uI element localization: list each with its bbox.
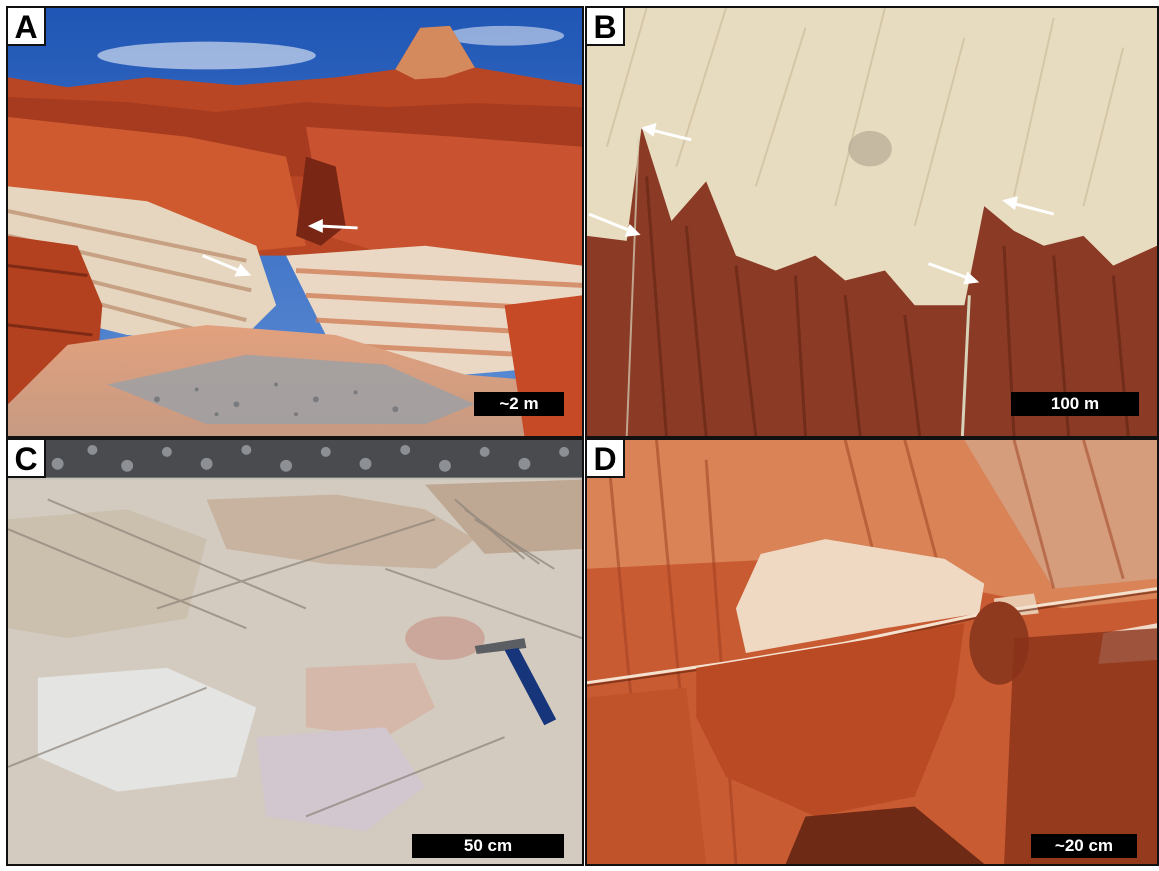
panel-label: D: [587, 440, 625, 478]
outcrop-photo-d: [587, 440, 1157, 864]
white-arrow-icon: [307, 219, 358, 233]
photo-panel-a: A ~2 m: [6, 6, 584, 438]
white-arrow-icon: [928, 262, 980, 285]
panel-label: A: [8, 8, 46, 46]
outcrop-photo-a: [8, 8, 582, 436]
white-arrow-icon: [1002, 196, 1055, 216]
scale-bar: 100 m: [1011, 392, 1139, 416]
photo-panel-c: C 50 cm: [6, 438, 584, 866]
photo-panel-b: B 100 m: [585, 6, 1159, 438]
outcrop-photo-c: [8, 440, 582, 864]
scale-bar: ~20 cm: [1031, 834, 1137, 858]
scale-bar: 50 cm: [412, 834, 564, 858]
scale-bar: ~2 m: [474, 392, 564, 416]
white-arrow-icon: [640, 122, 692, 142]
photo-panel-d: D ~20 cm: [585, 438, 1159, 866]
aerial-photo-b: [587, 8, 1157, 436]
rock-hammer-icon: [474, 638, 557, 726]
white-arrow-icon: [202, 254, 252, 277]
white-arrow-icon: [588, 212, 641, 237]
panel-label: B: [587, 8, 625, 46]
panel-label: C: [8, 440, 46, 478]
